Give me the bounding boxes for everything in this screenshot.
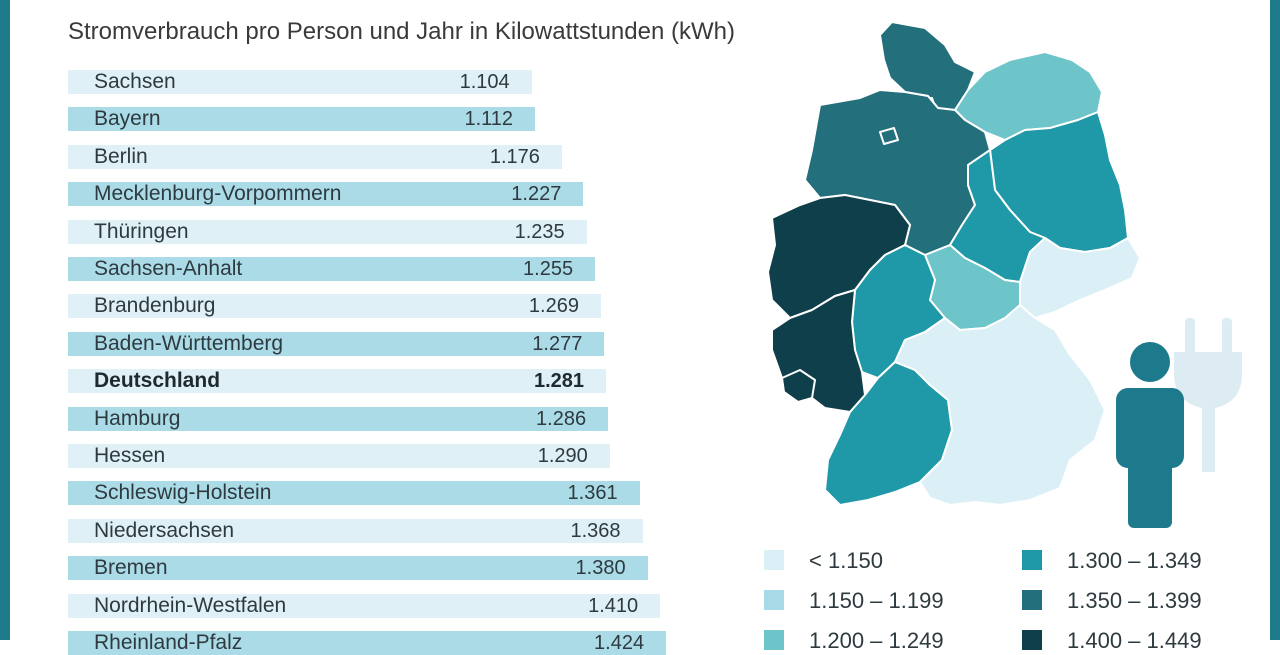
bar-row: Bayern 1.112	[68, 107, 536, 132]
bar-row: Deutschland 1.281	[68, 369, 607, 394]
bar-label: Schleswig-Holstein	[94, 481, 272, 505]
bar-label: Thüringen	[94, 219, 189, 243]
chart-title: Stromverbrauch pro Person und Jahr in Ki…	[68, 18, 735, 45]
bar-value-label: 1.269	[528, 295, 579, 318]
bar-value-label: 1.361	[567, 482, 618, 505]
bar-row: Thüringen 1.235	[68, 219, 587, 244]
bar-row: Bremen 1.380	[68, 556, 648, 581]
bar-label: Sachsen-Anhalt	[94, 257, 243, 280]
bar-value-label: 1.176	[489, 145, 540, 168]
bar-value-label: 1.368	[570, 519, 621, 542]
bar	[68, 444, 610, 468]
bar-label: Hessen	[94, 444, 166, 467]
legend-swatch	[1022, 630, 1042, 650]
bar-row: Niedersachsen 1.368	[68, 518, 643, 543]
bar	[68, 294, 601, 319]
bar-value-label: 1.424	[594, 632, 645, 654]
bar-row: Sachsen-Anhalt 1.255	[68, 257, 596, 281]
bar	[68, 257, 596, 281]
region-saarland	[781, 369, 816, 403]
region-bremen	[879, 127, 899, 145]
legend-label: 1.300 – 1.349	[1067, 548, 1202, 573]
bar-label: Brandenburg	[94, 294, 216, 318]
bar	[68, 556, 648, 581]
bar-row: Sachsen 1.104	[68, 70, 532, 94]
bar-row: Brandenburg 1.269	[68, 294, 601, 319]
bar-label: Deutschland	[94, 369, 221, 393]
bar	[68, 182, 584, 207]
legend-swatch	[1022, 550, 1042, 570]
bar-label: Hamburg	[94, 406, 181, 430]
bar-row: Hessen 1.290	[68, 444, 610, 468]
bar-row: Berlin 1.176	[68, 144, 562, 169]
bar	[68, 144, 562, 169]
bar	[68, 331, 605, 356]
legend-swatch	[764, 590, 784, 610]
bar-label: Bayern	[94, 107, 161, 131]
bar	[68, 406, 609, 431]
bar-label: Bremen	[94, 556, 168, 580]
map-legend: < 1.150 1.150 – 1.199 1.200 – 1.249 1.300 –…	[764, 548, 1264, 653]
bar-value-label: 1.104	[459, 71, 510, 93]
bar-label: Baden-Württemberg	[94, 331, 284, 355]
plug-icon	[1174, 318, 1242, 472]
legend-label: < 1.150	[809, 548, 884, 573]
bar-label: Sachsen	[94, 70, 176, 93]
bar-value-label: 1.380	[575, 557, 626, 580]
bar-label: Berlin	[94, 144, 148, 168]
bar-value-label: 1.255	[523, 258, 574, 280]
bar	[68, 593, 661, 618]
person-plug-icon	[1116, 318, 1242, 528]
bar	[68, 219, 587, 244]
bar	[68, 70, 532, 94]
legend-label: 1.200 – 1.249	[809, 628, 944, 653]
bar-label: Nordrhein-Westfalen	[94, 593, 287, 617]
bar-value-label: 1.286	[536, 407, 587, 430]
bar	[68, 369, 607, 394]
bar-value-label: 1.235	[514, 220, 565, 243]
legend-swatch	[1022, 590, 1042, 610]
bar-value-label: 1.281	[533, 370, 585, 393]
frame-right	[1270, 0, 1280, 640]
legend-label: 1.150 – 1.199	[809, 588, 944, 613]
bar-chart: Sachsen 1.104 Bayern 1.112 Berlin 1.176 Meckle…	[68, 0, 688, 655]
bar-label: Niedersachsen	[94, 518, 235, 542]
bar-value-label: 1.112	[464, 108, 514, 131]
germany-map	[767, 21, 1141, 506]
legend-label: 1.350 – 1.399	[1067, 588, 1202, 613]
legend-swatch	[764, 550, 784, 570]
bar-row: Hamburg 1.286	[68, 406, 609, 431]
region-bayern	[894, 304, 1106, 506]
bar-value-label: 1.290	[537, 445, 588, 467]
bar-row: Nordrhein-Westfalen 1.410	[68, 593, 661, 618]
bar	[68, 518, 643, 543]
bar-value-label: 1.410	[588, 594, 639, 617]
bar-row: Baden-Württemberg 1.277	[68, 331, 605, 356]
legend-swatch	[764, 630, 784, 650]
person-icon	[1116, 342, 1184, 528]
bar-row: Schleswig-Holstein 1.361	[68, 481, 640, 506]
bar-value-label: 1.277	[532, 332, 583, 355]
frame-left	[0, 0, 10, 640]
bar-label: Rheinland-Pfalz	[94, 631, 243, 654]
bar	[68, 107, 536, 132]
bar-value-label: 1.227	[511, 183, 562, 206]
bar-row: Rheinland-Pfalz 1.424	[68, 631, 667, 655]
bar-row: Mecklenburg-Vorpommern 1.227	[68, 182, 584, 207]
bar-label: Mecklenburg-Vorpommern	[94, 182, 342, 206]
bar	[68, 481, 640, 506]
legend-label: 1.400 – 1.449	[1067, 628, 1202, 653]
